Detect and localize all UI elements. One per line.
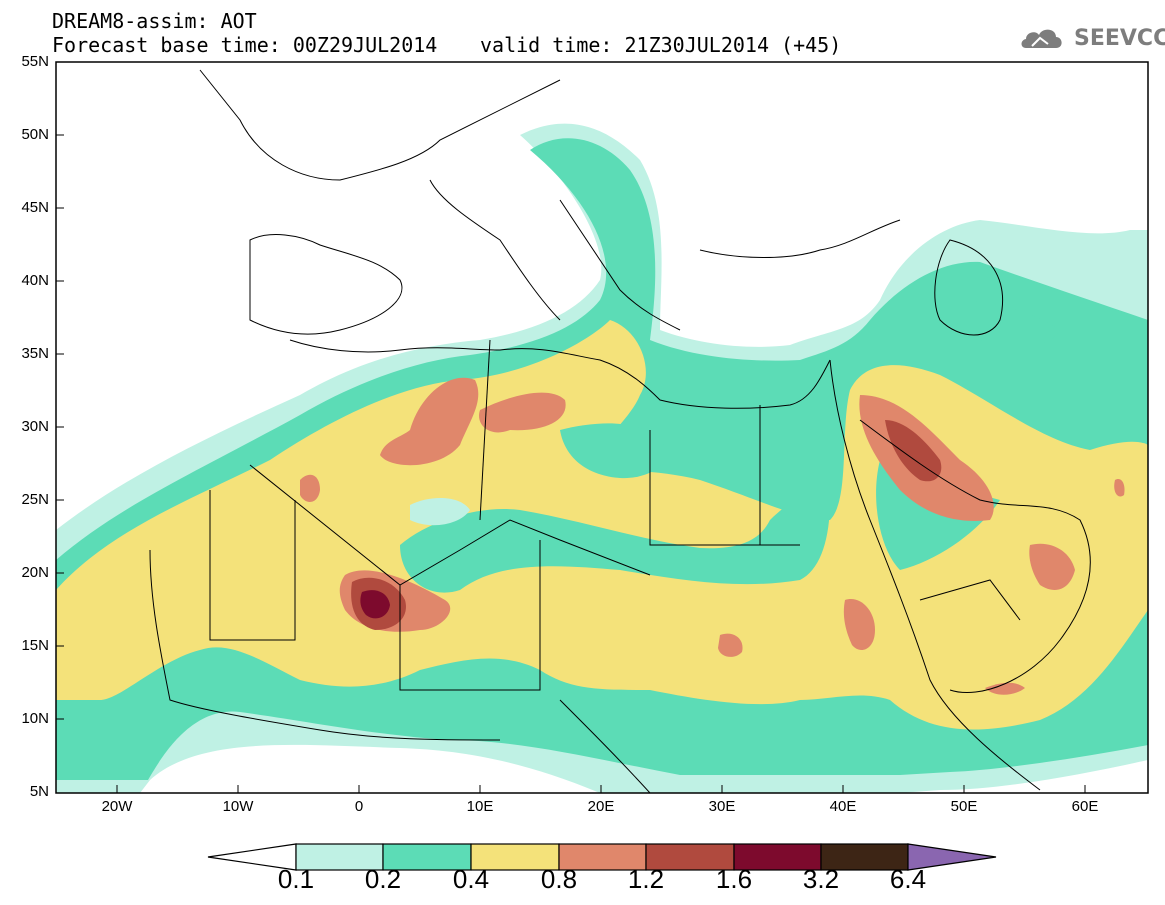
colorbar-label: 0.2 <box>364 864 402 894</box>
colorbar-label: 0.8 <box>540 864 578 894</box>
colorbar-swatch-0.4 <box>470 843 560 871</box>
axis-ticks <box>56 61 1086 793</box>
lon-label: 20W <box>101 798 133 815</box>
colorbar-label: 1.6 <box>715 864 753 894</box>
colorbar-label: 0.1 <box>277 864 315 894</box>
lat-label: 20N <box>21 564 49 581</box>
colorbar-swatch-0.8 <box>558 843 647 871</box>
colorbar-high-arrow <box>907 843 997 871</box>
lon-label: 40E <box>829 798 857 815</box>
aot-contours <box>56 123 1148 793</box>
aot-band-1.6 <box>360 590 390 619</box>
lon-label: 50E <box>950 798 978 815</box>
colorbar-swatch-1.6 <box>733 843 822 871</box>
coastlines <box>149 69 1091 793</box>
aot-band-0.8 <box>380 377 479 466</box>
lon-label: 10W <box>222 798 254 815</box>
map-title: DREAM8-assim: AOT <box>52 9 257 33</box>
lat-label: 40N <box>21 272 49 289</box>
lon-label: 10E <box>466 798 494 815</box>
lon-label: 0 <box>354 798 364 815</box>
cloud-icon <box>1021 29 1062 48</box>
colorbar-label: 0.4 <box>452 864 490 894</box>
colorbar-swatch-1.2 <box>645 843 735 871</box>
valid-time: valid time: 21Z30JUL2014 (+45) <box>480 33 842 57</box>
lat-label: 5N <box>29 783 49 800</box>
lat-label: 35N <box>21 345 49 362</box>
logo-text: SEEVCCC <box>1074 26 1165 51</box>
colorbar-label: 3.2 <box>802 864 840 894</box>
lat-label: 45N <box>21 199 49 216</box>
colorbar-label: 6.4 <box>889 864 927 894</box>
lat-label: 10N <box>21 710 49 727</box>
forecast-base-time: Forecast base time: 00Z29JUL2014 <box>52 33 438 57</box>
colorbar-swatch-0.1 <box>295 843 384 871</box>
colorbar <box>207 843 997 871</box>
lat-label: 25N <box>21 491 49 508</box>
colorbar-swatch-0.2 <box>382 843 472 871</box>
colorbar-label: 1.2 <box>627 864 665 894</box>
colorbar-swatch-3.2 <box>820 843 909 871</box>
lat-label: 30N <box>21 418 49 435</box>
lon-label: 20E <box>587 798 615 815</box>
lat-label: 55N <box>21 53 49 70</box>
lat-label: 15N <box>21 637 49 654</box>
lon-label: 60E <box>1071 798 1099 815</box>
lat-label: 50N <box>21 126 49 143</box>
lon-label: 30E <box>708 798 736 815</box>
